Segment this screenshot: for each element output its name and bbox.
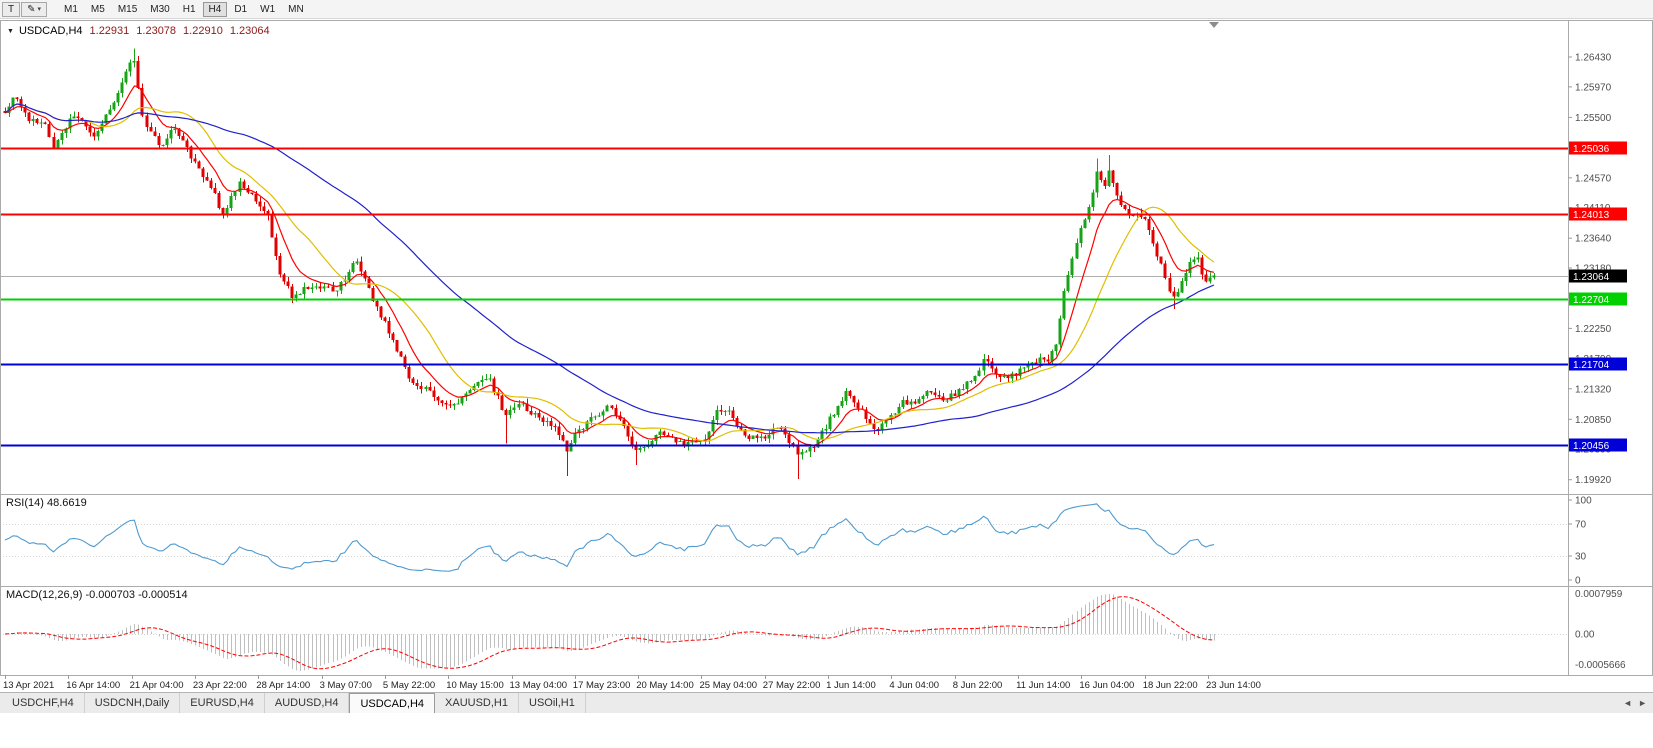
tab-scroll-arrows: ◄ ► [1617,693,1653,713]
tab-scroll-right-icon[interactable]: ► [1638,698,1647,708]
svg-text:28 Apr 14:00: 28 Apr 14:00 [256,680,310,691]
svg-text:100: 100 [1575,496,1592,507]
text-tool-button[interactable]: T [2,1,21,17]
moving-average-9-line [4,85,1215,446]
timeframe-button-w1[interactable]: W1 [254,2,281,17]
macd-indicator-label: MACD(12,26,9) -0.000703 -0.000514 [6,589,188,601]
svg-text:1.25970: 1.25970 [1575,82,1612,93]
timeframe-button-m15[interactable]: M15 [112,2,143,17]
svg-text:1 Jun 14:00: 1 Jun 14:00 [826,680,876,691]
svg-text:1.24013: 1.24013 [1573,210,1610,221]
timeframe-button-d1[interactable]: D1 [228,2,253,17]
svg-text:18 Jun 22:00: 18 Jun 22:00 [1143,680,1198,691]
svg-text:1.23180: 1.23180 [1575,264,1612,275]
price-tag-1.21704 [1569,357,1627,371]
chart-tab-audusd-h4[interactable]: AUDUSD,H4 [265,693,350,713]
svg-text:13 Apr 2021: 13 Apr 2021 [3,680,54,691]
timeframe-button-m5[interactable]: M5 [85,2,111,17]
svg-text:1.21320: 1.21320 [1575,384,1612,395]
chevron-down-icon: ▾ [37,6,42,13]
price-tag-1.25036 [1569,141,1627,155]
chart-tab-usdchf-h4[interactable]: USDCHF,H4 [2,693,85,713]
svg-text:-0.0005666: -0.0005666 [1575,660,1626,671]
ohlc-close-value: 1.23064 [229,25,270,37]
time-axis[interactable]: 13 Apr 2021 16 Apr 14:00 21 Apr 04:00 23 Ap… [3,675,1261,691]
chart-tab-bar: USDCHF,H4 USDCNH,Daily EURUSD,H4 AUDUSD,H4 U… [0,692,1653,713]
chart-shift-marker-icon[interactable] [1209,22,1219,28]
svg-text:1.20456: 1.20456 [1573,441,1610,452]
timeframe-toolbar: M1 M5 M15 M30 H1 H4 D1 W1 MN [58,1,311,17]
timeframe-button-h1[interactable]: H1 [177,2,202,17]
price-tag-1.22704 [1569,292,1627,306]
svg-text:1.25500: 1.25500 [1575,113,1612,124]
svg-text:1.22704: 1.22704 [1573,295,1610,306]
svg-text:30: 30 [1575,552,1587,563]
svg-text:23 Apr 22:00: 23 Apr 22:00 [193,680,247,691]
annotation-tool-button[interactable]: ✎ ▾ [21,1,48,17]
svg-text:21 Apr 04:00: 21 Apr 04:00 [130,680,184,691]
svg-text:1.26430: 1.26430 [1575,53,1612,64]
svg-text:1.25036: 1.25036 [1573,144,1610,155]
svg-text:0: 0 [1575,576,1581,587]
svg-text:17 May 23:00: 17 May 23:00 [573,680,631,691]
symbol-dropdown-icon[interactable]: ▼ [7,27,14,35]
moving-average-60-line [4,103,1215,434]
svg-text:25 May 04:00: 25 May 04:00 [700,680,758,691]
svg-text:1.24570: 1.24570 [1575,173,1612,184]
chart-tab-xauusd-h1[interactable]: XAUUSD,H1 [435,693,519,713]
chart-symbol-label: USDCAD,H4 [18,25,83,37]
svg-text:0.0007959: 0.0007959 [1575,589,1623,600]
chart-tab-eurusd-h4[interactable]: EURUSD,H4 [180,693,265,713]
price-tag-1.23064 [1569,269,1627,283]
price-axis[interactable]: 1.264301.259701.255001.245701.241101.236… [1568,53,1627,672]
svg-text:27 May 22:00: 27 May 22:00 [763,680,821,691]
svg-text:3 May 07:00: 3 May 07:00 [320,680,372,691]
chart-tab-usdcnh-daily[interactable]: USDCNH,Daily [85,693,181,713]
svg-text:1.19920: 1.19920 [1575,475,1612,486]
ohlc-low-value: 1.22910 [183,25,223,37]
svg-text:8 Jun 22:00: 8 Jun 22:00 [953,680,1003,691]
price-tag-1.20456 [1569,438,1627,452]
ohlc-open-value: 1.22931 [89,25,130,37]
svg-text:13 May 04:00: 13 May 04:00 [510,680,568,691]
svg-text:1.20850: 1.20850 [1575,415,1612,426]
svg-text:4 Jun 04:00: 4 Jun 04:00 [889,680,939,691]
price-tag-1.24013 [1569,207,1627,221]
chart-tab-usoil-h1[interactable]: USOil,H1 [519,693,586,713]
timeframe-button-m1[interactable]: M1 [58,2,84,17]
svg-text:16 Jun 04:00: 16 Jun 04:00 [1079,680,1134,691]
svg-text:1.21704: 1.21704 [1573,360,1610,371]
moving-average-20-line [4,103,1215,442]
svg-text:1.23064: 1.23064 [1573,272,1610,283]
svg-text:10 May 15:00: 10 May 15:00 [446,680,504,691]
timeframe-button-h4[interactable]: H4 [202,1,228,17]
chart-tab-usdcad-h4[interactable]: USDCAD,H4 [349,693,436,713]
top-toolbar: T ✎ ▾ M1 M5 M15 M30 H1 H4 D1 W1 MN [0,0,1653,19]
horizontal-lines-layer [0,147,1568,447]
chart-tabs: USDCHF,H4 USDCNH,Daily EURUSD,H4 AUDUSD,H4 U… [0,693,586,713]
rsi-line [4,503,1215,572]
svg-text:23 Jun 14:00: 23 Jun 14:00 [1206,680,1261,691]
macd-signal-line [4,596,1215,670]
timeframe-button-m30[interactable]: M30 [144,2,175,17]
svg-text:0.00: 0.00 [1575,630,1595,641]
svg-text:1.22250: 1.22250 [1575,324,1612,335]
svg-text:1.23640: 1.23640 [1575,234,1612,245]
timeframe-button-mn[interactable]: MN [282,2,310,17]
rsi-indicator-label: RSI(14) 48.6619 [6,497,87,509]
svg-text:11 Jun 14:00: 11 Jun 14:00 [1016,680,1070,691]
svg-text:70: 70 [1575,520,1587,531]
ohlc-high-value: 1.23078 [136,25,177,37]
chart-header: ▼ USDCAD,H4 1.22931 1.23078 1.22910 1.23… [7,25,270,37]
svg-text:16 Apr 14:00: 16 Apr 14:00 [66,680,120,691]
tab-scroll-left-icon[interactable]: ◄ [1623,698,1633,708]
chart-canvas[interactable]: 1.264301.259701.255001.245701.241101.236… [0,0,1653,692]
svg-text:5 May 22:00: 5 May 22:00 [383,680,435,691]
pencil-icon: ✎ [27,3,36,15]
svg-text:20 May 14:00: 20 May 14:00 [636,680,694,691]
